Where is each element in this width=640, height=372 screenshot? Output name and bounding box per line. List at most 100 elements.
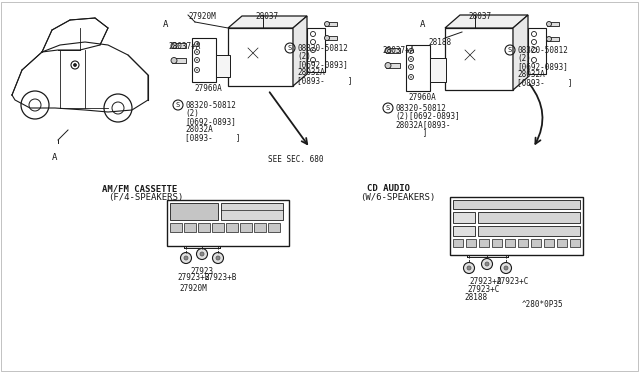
Text: 27960A: 27960A bbox=[408, 93, 436, 102]
Circle shape bbox=[385, 62, 391, 68]
Circle shape bbox=[410, 50, 412, 52]
Bar bbox=[406, 45, 430, 91]
Bar bbox=[240, 223, 252, 232]
Bar bbox=[531, 239, 541, 247]
Text: S: S bbox=[508, 47, 512, 53]
Bar bbox=[167, 200, 289, 246]
Text: (2): (2) bbox=[297, 52, 311, 61]
Circle shape bbox=[212, 253, 223, 263]
Bar bbox=[570, 239, 580, 247]
Text: 27920M: 27920M bbox=[179, 284, 207, 293]
Text: [0692-0893]: [0692-0893] bbox=[185, 117, 236, 126]
Circle shape bbox=[196, 51, 198, 53]
Text: 27923+C: 27923+C bbox=[496, 277, 529, 286]
Text: 28037+A: 28037+A bbox=[382, 46, 414, 55]
Text: (2)[0692-0893]: (2)[0692-0893] bbox=[395, 112, 460, 121]
Bar bbox=[544, 239, 554, 247]
Text: (F/4-SPEAKERS): (F/4-SPEAKERS) bbox=[108, 193, 183, 202]
Bar bbox=[172, 58, 186, 63]
Bar bbox=[216, 55, 230, 77]
Text: [0893-     ]: [0893- ] bbox=[185, 133, 241, 142]
Bar bbox=[170, 223, 182, 232]
Bar bbox=[547, 22, 559, 26]
Bar bbox=[221, 203, 283, 220]
Polygon shape bbox=[228, 16, 307, 28]
Text: [0893-     ]: [0893- ] bbox=[297, 76, 353, 85]
Circle shape bbox=[171, 58, 177, 64]
Text: (2): (2) bbox=[185, 109, 199, 118]
Text: 28032A: 28032A bbox=[517, 70, 545, 79]
Text: 28037: 28037 bbox=[468, 12, 491, 21]
Text: 27923+B: 27923+B bbox=[204, 273, 236, 282]
Text: 28037: 28037 bbox=[255, 12, 278, 21]
Bar bbox=[430, 58, 446, 82]
Polygon shape bbox=[293, 16, 307, 86]
Bar bbox=[518, 239, 528, 247]
Circle shape bbox=[504, 266, 508, 270]
Bar bbox=[547, 37, 559, 41]
Text: 28032A[0893-: 28032A[0893- bbox=[395, 120, 451, 129]
Bar bbox=[466, 239, 476, 247]
Text: SEE SEC. 680: SEE SEC. 680 bbox=[268, 155, 323, 164]
Text: 27923+B: 27923+B bbox=[177, 273, 209, 282]
Text: CD AUDIO: CD AUDIO bbox=[367, 184, 410, 193]
Text: 28188: 28188 bbox=[428, 38, 451, 47]
Circle shape bbox=[184, 256, 188, 260]
Bar bbox=[226, 223, 238, 232]
Circle shape bbox=[547, 36, 552, 42]
FancyArrowPatch shape bbox=[530, 84, 543, 144]
Text: 28188: 28188 bbox=[465, 293, 488, 302]
Circle shape bbox=[196, 248, 207, 260]
Bar bbox=[325, 22, 337, 26]
Polygon shape bbox=[513, 15, 528, 90]
Text: 08320-50812: 08320-50812 bbox=[297, 44, 348, 53]
Bar bbox=[184, 223, 196, 232]
Text: 28032A: 28032A bbox=[185, 125, 212, 134]
Bar bbox=[453, 200, 580, 209]
Text: [0692-0893]: [0692-0893] bbox=[517, 62, 568, 71]
Bar bbox=[254, 223, 266, 232]
Circle shape bbox=[196, 59, 198, 61]
Text: 28037+A: 28037+A bbox=[168, 42, 200, 51]
Bar bbox=[170, 203, 218, 220]
Circle shape bbox=[410, 58, 412, 60]
Circle shape bbox=[410, 76, 412, 78]
Bar bbox=[198, 223, 210, 232]
Bar bbox=[450, 197, 583, 255]
Circle shape bbox=[324, 22, 330, 26]
Bar bbox=[492, 239, 502, 247]
Text: [0893-     ]: [0893- ] bbox=[517, 78, 573, 87]
Text: 27960A: 27960A bbox=[194, 84, 221, 93]
Text: [0692-0893]: [0692-0893] bbox=[297, 60, 348, 69]
Bar bbox=[228, 28, 293, 86]
Bar bbox=[528, 28, 546, 74]
Circle shape bbox=[180, 253, 191, 263]
Text: 27923: 27923 bbox=[191, 267, 214, 276]
Circle shape bbox=[463, 263, 474, 273]
Bar bbox=[307, 28, 325, 72]
Circle shape bbox=[385, 48, 391, 54]
Bar bbox=[478, 212, 580, 223]
Bar bbox=[268, 223, 280, 232]
Text: S: S bbox=[176, 102, 180, 108]
Text: ^280*0P35: ^280*0P35 bbox=[522, 300, 564, 309]
Bar bbox=[478, 226, 580, 236]
Text: 08320-50812: 08320-50812 bbox=[185, 101, 236, 110]
Text: (2): (2) bbox=[517, 54, 531, 63]
Bar bbox=[172, 43, 186, 48]
Circle shape bbox=[500, 263, 511, 273]
Bar bbox=[212, 223, 224, 232]
Text: ]: ] bbox=[395, 128, 428, 137]
Bar bbox=[325, 36, 337, 40]
Text: A: A bbox=[420, 20, 426, 29]
Bar bbox=[453, 226, 475, 236]
Circle shape bbox=[200, 252, 204, 256]
Text: 27923+C: 27923+C bbox=[468, 285, 500, 294]
Circle shape bbox=[547, 22, 552, 26]
Text: 08320-50812: 08320-50812 bbox=[517, 46, 568, 55]
Text: (W/6-SPEAKERS): (W/6-SPEAKERS) bbox=[360, 193, 435, 202]
Bar bbox=[192, 38, 216, 82]
Bar bbox=[445, 28, 513, 90]
Text: 08320-50812: 08320-50812 bbox=[395, 104, 446, 113]
Bar bbox=[557, 239, 567, 247]
